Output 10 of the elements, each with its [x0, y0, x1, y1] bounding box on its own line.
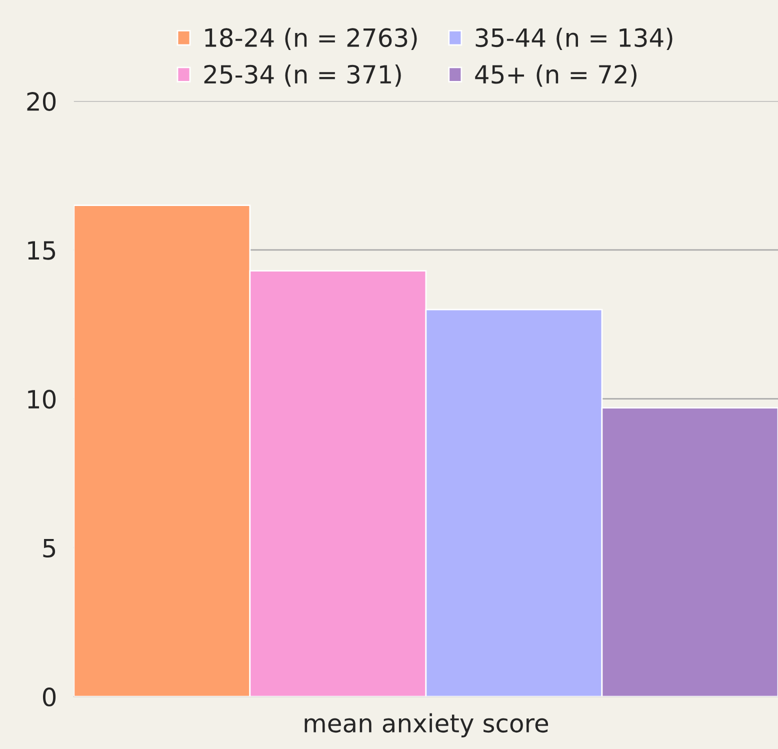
legend-label: 25-34 (n = 371): [204, 64, 401, 87]
legend-label: 45+ (n = 72): [475, 64, 636, 87]
y-tick-label: 5: [43, 538, 56, 558]
legend-label: 18-24 (n = 2763): [205, 28, 417, 50]
y-tick-label: 10: [28, 390, 56, 409]
x-tick-label: mean anxiety score: [304, 713, 548, 738]
legend-label: 35-44 (n = 134): [476, 28, 672, 50]
y-tick-label: 0: [42, 688, 56, 706]
y-tick-label: 15: [28, 241, 56, 260]
y-tick-label: 20: [27, 92, 56, 111]
